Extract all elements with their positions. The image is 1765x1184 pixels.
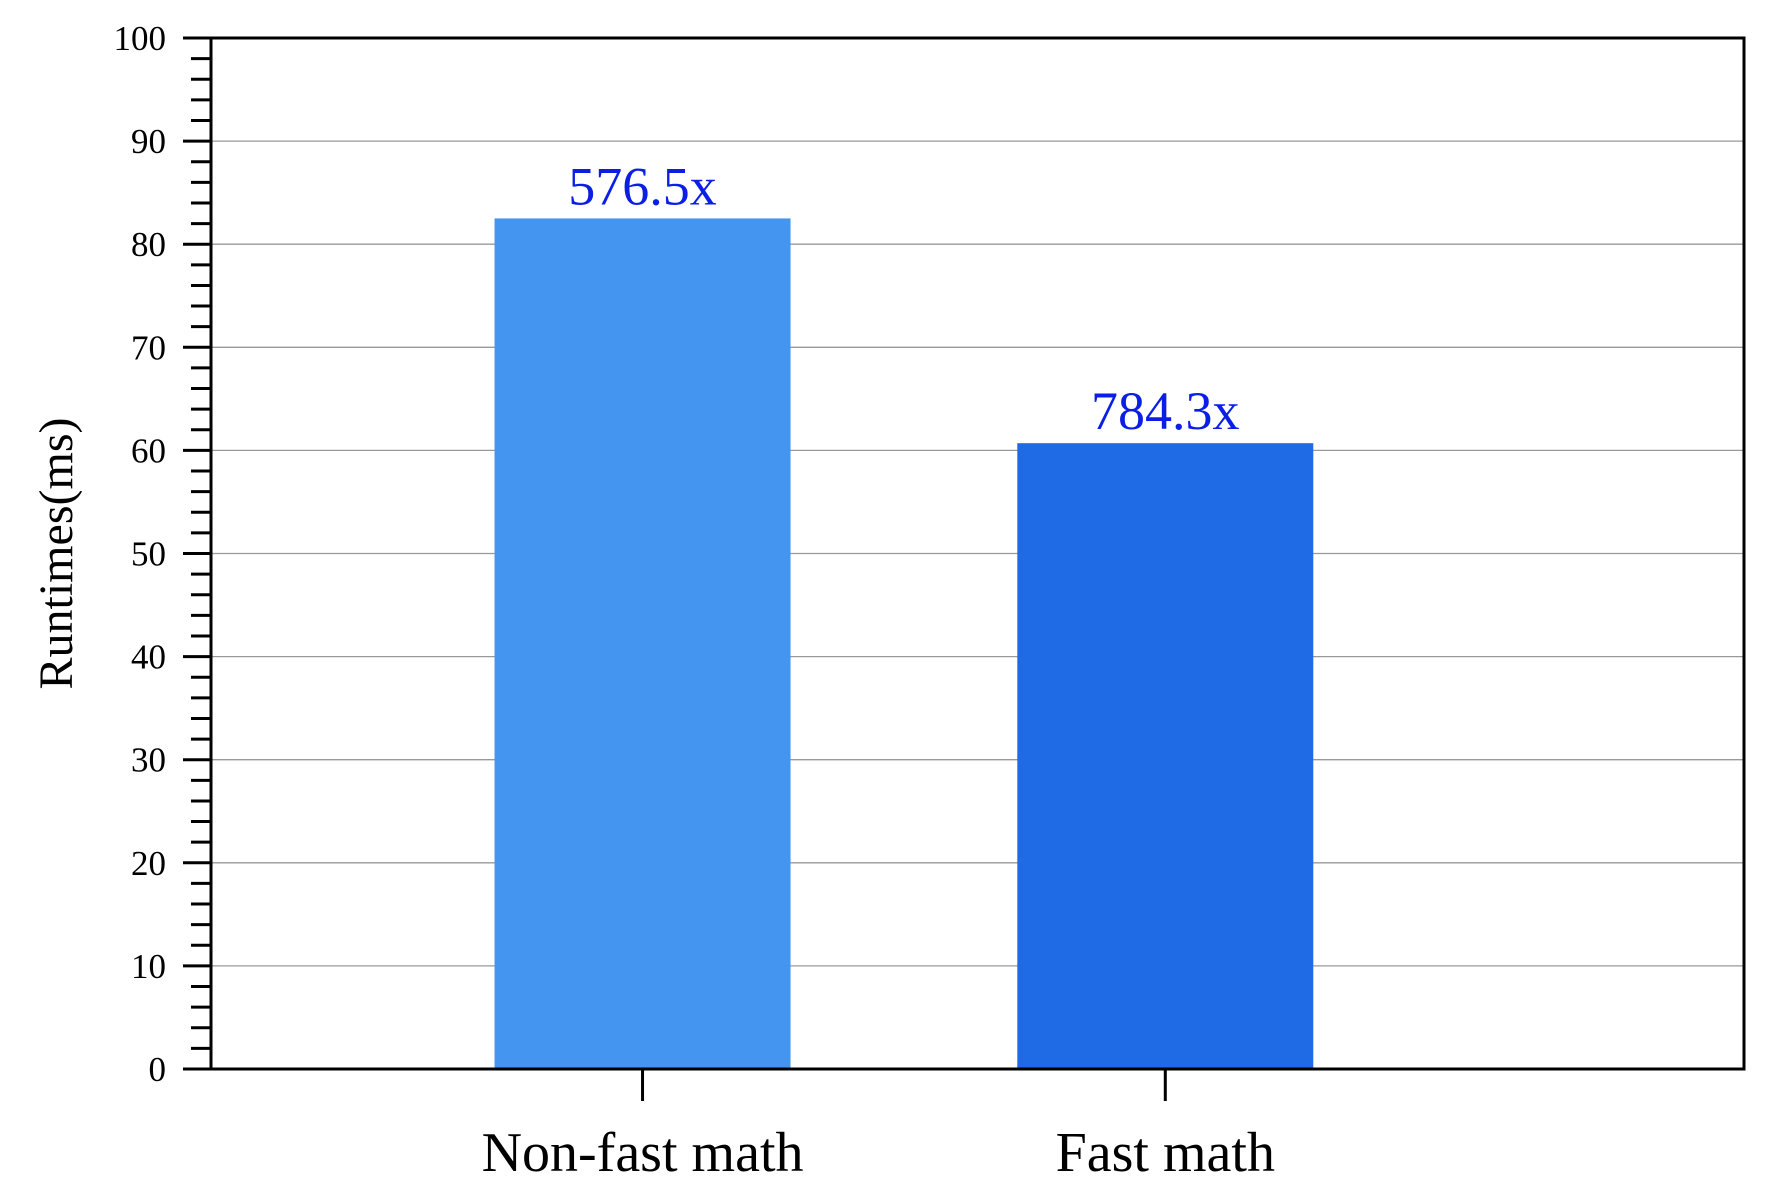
y-tick-label: 10 bbox=[131, 947, 166, 986]
y-tick-label: 70 bbox=[131, 328, 166, 367]
bar-non-fast-math bbox=[494, 218, 791, 1070]
y-tick-label: 90 bbox=[131, 122, 166, 161]
x-tick-label: Non-fast math bbox=[482, 1122, 804, 1184]
grid-lines bbox=[211, 140, 1744, 967]
y-tick-label: 30 bbox=[131, 741, 166, 780]
y-axis-ticks: 0 10 20 30 40 50 60 70 80 90 100 bbox=[114, 19, 211, 1089]
y-tick-label: 20 bbox=[131, 844, 166, 883]
bar-value-label: 576.5x bbox=[568, 156, 717, 216]
x-tick-label: Fast math bbox=[1056, 1122, 1275, 1184]
y-tick-label: 50 bbox=[131, 535, 166, 574]
y-tick-label: 80 bbox=[131, 225, 166, 264]
bar-value-label: 784.3x bbox=[1091, 381, 1240, 441]
bars bbox=[494, 218, 1314, 1070]
y-tick-label: 0 bbox=[149, 1050, 167, 1089]
y-axis-title: Runtimes(ms) bbox=[30, 418, 83, 690]
y-tick-label: 100 bbox=[114, 19, 167, 58]
x-axis-ticks: Non-fast math Fast math bbox=[482, 1069, 1275, 1184]
y-tick-label: 60 bbox=[131, 431, 166, 470]
y-tick-label: 40 bbox=[131, 638, 166, 677]
bar-fast-math bbox=[1017, 443, 1314, 1070]
data-labels: 576.5x 784.3x bbox=[568, 156, 1239, 441]
